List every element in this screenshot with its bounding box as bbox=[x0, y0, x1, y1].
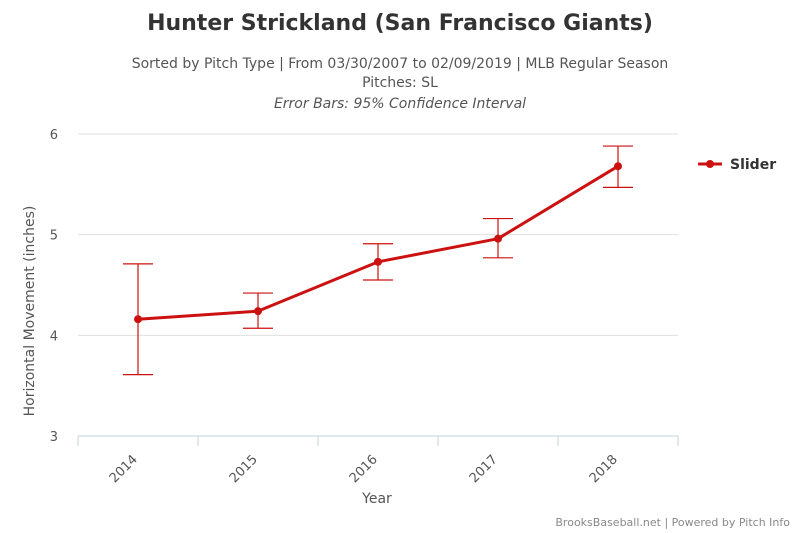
chart-title: Hunter Strickland (San Francisco Giants) bbox=[147, 11, 653, 36]
x-tick-label-1: 2015 bbox=[227, 452, 261, 486]
data-point-0[interactable] bbox=[134, 315, 142, 324]
y-tick-label-2: 5 bbox=[50, 229, 58, 244]
legend-marker bbox=[706, 160, 714, 168]
chart-subtitle-line-2: Pitches: SL bbox=[362, 75, 438, 91]
x-tick-label-3: 2017 bbox=[467, 452, 501, 486]
x-tick-label-0: 2014 bbox=[107, 452, 141, 486]
chart-credits[interactable]: BrooksBaseball.net | Powered by Pitch In… bbox=[555, 516, 790, 529]
x-tick-label-4: 2018 bbox=[587, 452, 621, 486]
data-point-3[interactable] bbox=[494, 234, 502, 243]
x-tick-label-2: 2016 bbox=[347, 452, 381, 486]
x-axis-title: Year bbox=[361, 491, 392, 507]
legend[interactable]: Slider bbox=[698, 157, 776, 173]
data-point-1[interactable] bbox=[254, 307, 262, 316]
y-axis-title: Horizontal Movement (inches) bbox=[22, 206, 38, 417]
chart-subtitle-error-bars: Error Bars: 95% Confidence Interval bbox=[274, 96, 526, 112]
y-tick-label-0: 3 bbox=[50, 430, 58, 445]
series-line bbox=[137, 164, 619, 321]
chart-subtitle-line-1: Sorted by Pitch Type | From 03/30/2007 t… bbox=[132, 56, 669, 72]
y-tick-label-3: 6 bbox=[50, 128, 58, 143]
y-axis: 3 4 5 6 bbox=[50, 128, 58, 445]
grid bbox=[78, 133, 678, 336]
series-slider bbox=[123, 145, 633, 376]
x-axis: 2014 2015 2016 2017 2018 bbox=[77, 435, 679, 486]
data-point-4[interactable] bbox=[614, 162, 622, 171]
y-tick-label-1: 4 bbox=[50, 329, 58, 344]
data-point-2[interactable] bbox=[374, 257, 382, 266]
legend-label-slider: Slider bbox=[730, 157, 776, 173]
